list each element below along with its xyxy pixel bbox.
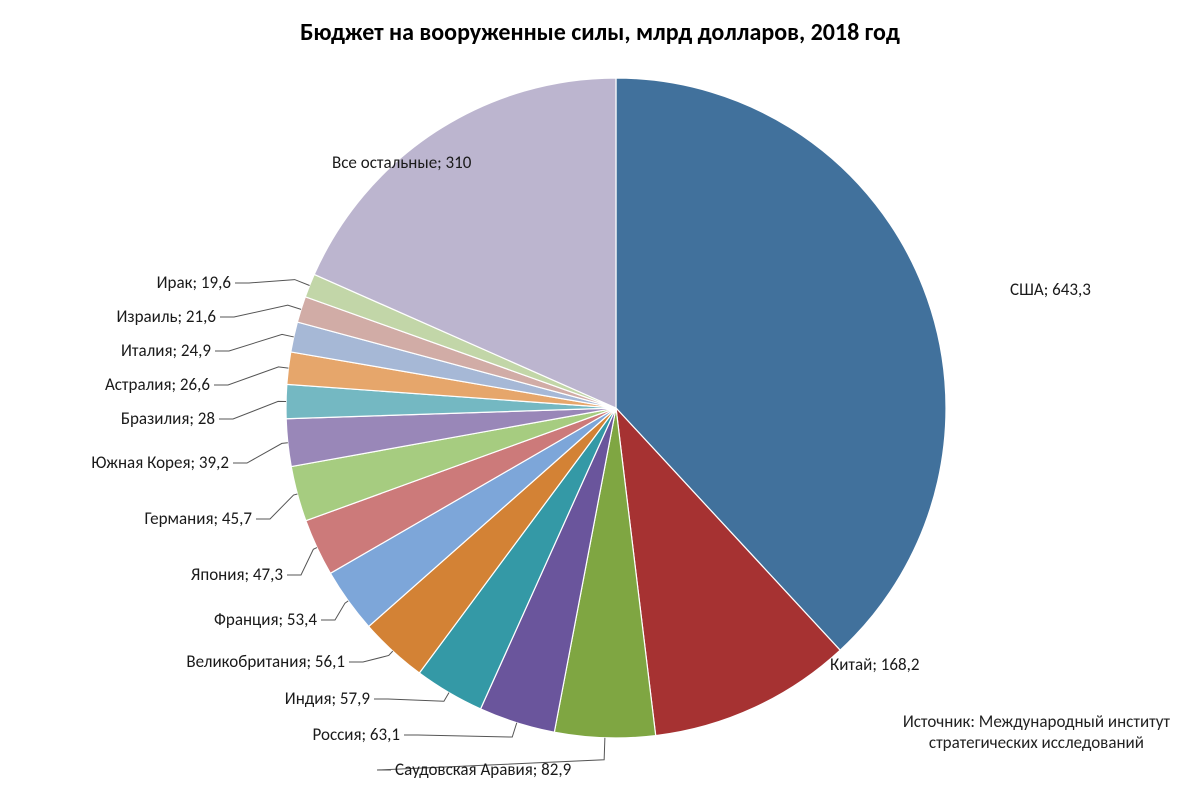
leader-line: [287, 548, 317, 575]
slice-label: Южная Корея; 39,2: [91, 452, 229, 473]
slice-label: Астралия; 26,6: [105, 374, 210, 395]
slice-label: Китай; 168,2: [830, 654, 919, 675]
leader-line: [404, 723, 517, 737]
leader-line: [321, 601, 348, 620]
slice-label: Все остальные; 310: [332, 152, 472, 173]
source-line2: стратегических исследований: [903, 732, 1170, 753]
slice-label: Великобритания; 56,1: [186, 651, 345, 672]
leader-line: [214, 367, 288, 385]
slice-label: Япония; 47,3: [191, 564, 283, 585]
leader-line: [215, 334, 294, 351]
slice-label: США; 643,3: [1010, 279, 1091, 300]
slice-label: Ирак; 19,6: [157, 272, 232, 293]
slice-label: Индия; 57,9: [285, 688, 371, 709]
leader-line: [219, 401, 286, 419]
leader-line: [256, 494, 297, 519]
leader-line: [374, 693, 449, 702]
pie-chart: США; 643,3 Китай; 168,2 Саудовская Аравия;…: [0, 0, 1200, 791]
leader-line: [349, 651, 393, 662]
leader-line: [233, 443, 288, 463]
slice-label: Израиль; 21,6: [116, 306, 216, 327]
leader-line: [220, 305, 301, 317]
slice-label: Саудовская Аравия; 82,9: [395, 759, 572, 780]
source-line1: Источник: Международный институт: [903, 711, 1170, 732]
source-note: Источник: Международный институт стратег…: [903, 711, 1170, 754]
slice-label: Россия; 63,1: [312, 724, 400, 745]
slice-label: Германия; 45,7: [145, 508, 253, 529]
slice-label: Бразилия; 28: [121, 408, 215, 429]
slice-label: Италия; 24,9: [121, 340, 211, 361]
slice-label: Франция; 53,4: [214, 609, 317, 630]
leader-line: [235, 280, 310, 286]
